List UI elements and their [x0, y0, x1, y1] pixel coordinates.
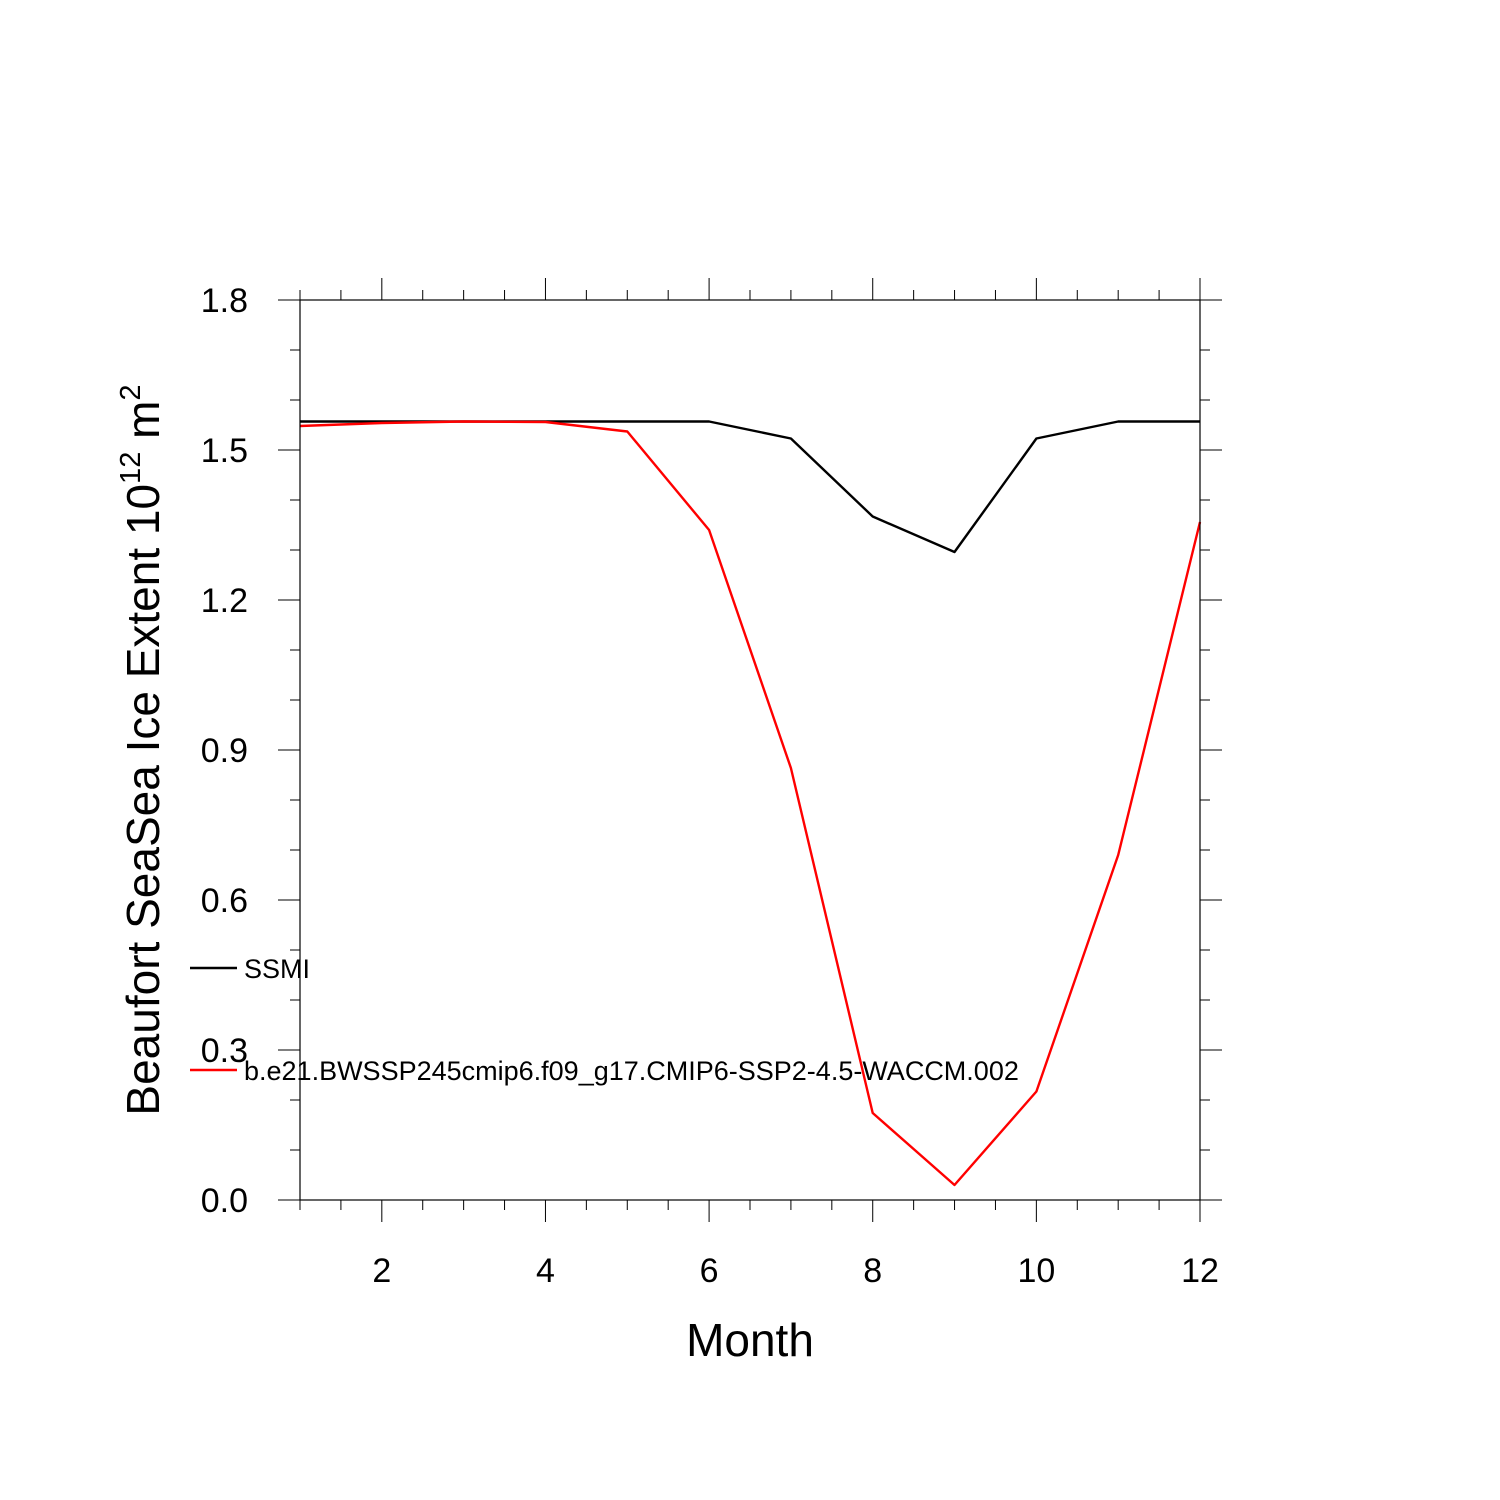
- y-axis-title-unit-exponent: 2: [115, 384, 147, 400]
- tick-labels: 2 4 6 8 10 12 0.0 0.3 0.6 0.9 1.2 1.5 1.8: [201, 282, 1219, 1290]
- y-axis-title-base: Beaufort SeaSea Ice Extent 10: [117, 484, 169, 1116]
- series-lines: [299, 420, 1202, 1187]
- y-tick-label: 0.0: [201, 1182, 248, 1220]
- y-axis-title-exponent: 12: [115, 452, 147, 484]
- x-tick-label: 2: [372, 1252, 391, 1290]
- y-axis-title: Beaufort SeaSea Ice Extent 1012 m2: [115, 384, 169, 1115]
- y-tick-label: 1.8: [201, 282, 248, 320]
- y-tick-label: 1.5: [201, 432, 248, 470]
- x-tick-label: 4: [536, 1252, 555, 1290]
- x-tick-label: 8: [863, 1252, 882, 1290]
- y-tick-label: 0.9: [201, 732, 248, 770]
- y-axis-title-unit: m: [117, 401, 169, 452]
- series-line-1: [300, 420, 1200, 554]
- x-tick-label: 10: [1017, 1252, 1055, 1290]
- legend-label: SSMI: [244, 954, 310, 984]
- legend: SSMI b.e21.BWSSP245cmip6.f09_g17.CMIP6-SS…: [190, 954, 1019, 1086]
- x-axis-title: Month: [686, 1314, 814, 1366]
- y-tick-label: 0.3: [201, 1032, 248, 1070]
- plot-frame: [299, 299, 1201, 1201]
- series-line-2: [299, 420, 1202, 1187]
- axis-ticks: [278, 278, 1222, 1222]
- x-tick-label: 12: [1181, 1252, 1219, 1290]
- y-tick-label: 1.2: [201, 582, 248, 620]
- y-tick-label: 0.6: [201, 882, 248, 920]
- x-tick-label: 6: [700, 1252, 719, 1290]
- legend-label: b.e21.BWSSP245cmip6.f09_g17.CMIP6-SSP2-4…: [244, 1056, 1019, 1086]
